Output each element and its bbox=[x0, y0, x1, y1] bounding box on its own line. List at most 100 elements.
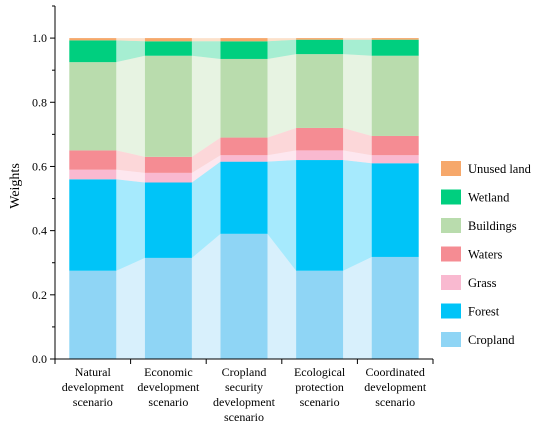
connector-band-unused-land bbox=[191, 38, 221, 42]
bar-segment-grass bbox=[371, 155, 419, 164]
connector-band-waters bbox=[191, 137, 221, 173]
bar-segment-cropland bbox=[371, 256, 419, 359]
bar-group bbox=[69, 38, 419, 359]
connector-band-grass bbox=[116, 169, 145, 183]
bar-segment-grass bbox=[144, 172, 192, 183]
x-tick-label: Natural development scenario bbox=[62, 365, 125, 409]
x-tick-label-line: scenario bbox=[73, 395, 113, 409]
x-tick-label: Coordinated development scenario bbox=[364, 365, 427, 409]
legend-label-unused-land: Unused land bbox=[468, 162, 532, 176]
x-tick-label-line: development bbox=[137, 380, 200, 394]
x-tick-label-line: development bbox=[62, 380, 125, 394]
legend-swatch-waters bbox=[441, 246, 461, 262]
legend-swatch-grass bbox=[441, 275, 461, 290]
legend-label-forest: Forest bbox=[468, 305, 500, 319]
legend: Unused land Wetland Buildings Waters Grass Fo… bbox=[441, 161, 532, 347]
connector-band-forest bbox=[267, 160, 297, 271]
connector-bands bbox=[116, 38, 372, 359]
legend-swatch-unused-land bbox=[441, 161, 461, 176]
bar-segment-wetland bbox=[296, 39, 344, 55]
connector-band-wetland bbox=[116, 40, 145, 63]
legend-swatch-forest bbox=[441, 303, 461, 319]
connector-band-cropland bbox=[191, 233, 221, 359]
bar-segment-cropland bbox=[69, 270, 117, 359]
y-tick-label: 0.4 bbox=[32, 224, 47, 238]
bar-segment-wetland bbox=[69, 40, 117, 63]
connector-band-grass bbox=[267, 150, 297, 162]
y-tick-label: 1.0 bbox=[32, 31, 47, 45]
legend-label-waters: Waters bbox=[468, 248, 503, 262]
legend-label-wetland: Wetland bbox=[468, 191, 510, 205]
bar-segment-waters bbox=[144, 156, 192, 173]
connector-band-cropland bbox=[343, 256, 372, 359]
axes: 0.0 0.2 0.4 0.6 0.8 1.0 bbox=[32, 5, 434, 366]
connector-band-buildings bbox=[343, 54, 372, 136]
connector-band-waters bbox=[267, 127, 297, 156]
x-tick-label-line: scenario bbox=[375, 395, 415, 409]
x-tick-label-line: Cropland bbox=[222, 365, 267, 379]
connector-band-forest bbox=[343, 160, 372, 271]
y-tick-label: 0.8 bbox=[32, 95, 47, 109]
x-tick-label: Cropland security development scenario bbox=[213, 365, 276, 424]
legend-label-grass: Grass bbox=[468, 276, 497, 290]
x-tick-label-line: scenario bbox=[300, 395, 340, 409]
bar-segment-cropland bbox=[144, 257, 192, 359]
x-tick-label-line: scenario bbox=[224, 410, 264, 424]
connector-band-grass bbox=[343, 150, 372, 164]
connector-band-cropland bbox=[267, 233, 297, 359]
y-axis-title: Weights bbox=[8, 163, 23, 209]
legend-swatch-cropland bbox=[441, 332, 461, 347]
connector-band-buildings bbox=[116, 55, 145, 157]
connector-band-buildings bbox=[267, 54, 297, 138]
bar-segment-unused-land bbox=[371, 38, 419, 40]
connector-band-wetland bbox=[343, 39, 372, 56]
bar-segment-forest bbox=[371, 163, 419, 257]
x-tick-label-line: Ecological bbox=[294, 365, 346, 379]
y-tick-label: 0.2 bbox=[32, 288, 47, 302]
legend-swatch-buildings bbox=[441, 218, 461, 233]
x-tick-label-line: security bbox=[225, 380, 263, 394]
x-tick-label-line: protection bbox=[295, 380, 344, 394]
bar-segment-wetland bbox=[220, 41, 268, 59]
legend-swatch-wetland bbox=[441, 189, 461, 205]
bar-segment-buildings bbox=[144, 55, 192, 157]
connector-band-wetland bbox=[191, 41, 221, 59]
bar-segment-unused-land bbox=[220, 38, 268, 42]
bar-segment-wetland bbox=[371, 39, 419, 56]
bar-segment-unused-land bbox=[69, 38, 117, 41]
bar-segment-forest bbox=[144, 182, 192, 258]
bar-segment-cropland bbox=[296, 270, 344, 359]
bar-segment-forest bbox=[220, 161, 268, 234]
x-tick-label-line: scenario bbox=[148, 395, 188, 409]
y-tick-label: 0.0 bbox=[32, 352, 47, 366]
y-tick-label: 0.6 bbox=[32, 159, 47, 173]
bar-segment-forest bbox=[69, 179, 117, 271]
bar-segment-buildings bbox=[371, 55, 419, 136]
legend-label-cropland: Cropland bbox=[468, 333, 515, 347]
bar-segment-waters bbox=[371, 135, 419, 156]
bar-segment-buildings bbox=[296, 54, 344, 128]
x-tick-label: Economic development scenario bbox=[137, 365, 200, 409]
bar-segment-grass bbox=[220, 155, 268, 162]
connector-band-unused-land bbox=[116, 38, 145, 42]
bar-segment-grass bbox=[296, 150, 344, 161]
x-tick-label-line: Economic bbox=[144, 365, 193, 379]
bar-segment-waters bbox=[296, 127, 344, 151]
connector-band-unused-land bbox=[267, 38, 297, 42]
bar-segment-waters bbox=[69, 150, 117, 170]
bar-segment-unused-land bbox=[296, 38, 344, 40]
connector-band-cropland bbox=[116, 257, 145, 359]
connector-band-forest bbox=[191, 161, 221, 258]
bar-segment-waters bbox=[220, 137, 268, 156]
x-tick-label: Ecological protection scenario bbox=[294, 365, 346, 409]
bar-segment-wetland bbox=[144, 41, 192, 56]
x-tick-label-line: Coordinated bbox=[366, 365, 425, 379]
x-tick-label-line: development bbox=[213, 395, 276, 409]
x-tick-label-line: development bbox=[364, 380, 427, 394]
bar-segment-buildings bbox=[69, 62, 117, 151]
bar-segment-cropland bbox=[220, 233, 268, 359]
connector-band-wetland bbox=[267, 39, 297, 59]
bar-segment-unused-land bbox=[144, 38, 192, 42]
connector-band-waters bbox=[116, 150, 145, 173]
